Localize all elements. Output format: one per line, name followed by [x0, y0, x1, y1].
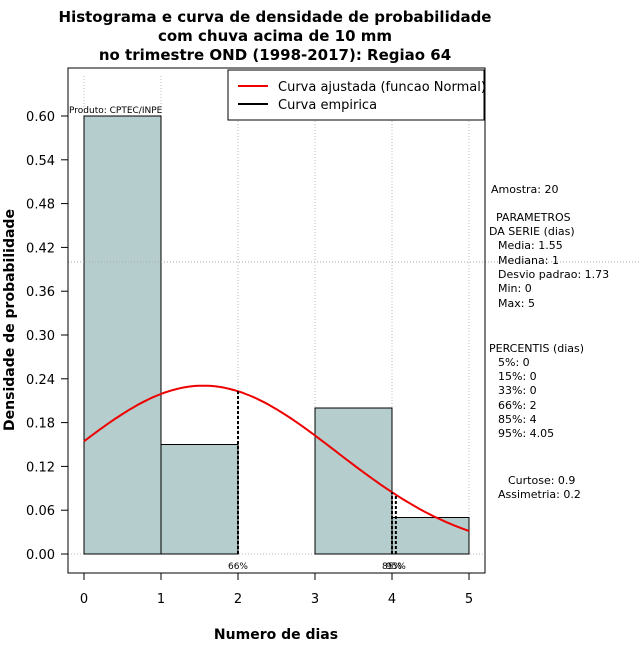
legend-label-normal: Curva ajustada (funcao Normal) [278, 80, 486, 95]
stat-mediana: Mediana: 1 [498, 254, 559, 267]
stat-media: Media: 1.55 [498, 239, 563, 252]
stat-parametros-title-1: PARAMETROS [496, 211, 571, 224]
chart-title-line-2: com chuva acima de 10 mm [158, 27, 392, 45]
histogram-bar-4 [391, 517, 470, 555]
x-tick-label-2: 2 [234, 592, 242, 607]
y-tick-label-0: 0.00 [26, 548, 55, 563]
normal-curve-group [83, 384, 470, 532]
stat-parametros-title-2: DA SERIE (dias) [489, 225, 575, 238]
y-tick-label-2: 0.12 [26, 460, 55, 475]
chart-title-line-1: Histograma e curva de densidade de proba… [59, 8, 492, 26]
producer-label: Produto: CPTEC/INPE [69, 106, 163, 116]
histogram-bar-0 [83, 115, 162, 555]
percentile-label-1: 85% [382, 562, 402, 572]
y-tick-label-10: 0.60 [26, 110, 55, 125]
x-tick-label-1: 1 [157, 592, 165, 607]
y-tick-label-6: 0.36 [26, 285, 55, 300]
x-tick-label-0: 0 [80, 592, 88, 607]
y-tick-label-3: 0.18 [26, 417, 55, 432]
percentile-label-0: 66% [228, 562, 248, 572]
y-tick-label-9: 0.54 [26, 154, 55, 169]
legend-box [227, 69, 485, 121]
y-tick-label-8: 0.48 [26, 198, 55, 213]
histogram-bar-3 [314, 407, 393, 555]
stat-curtose: Curtose: 0.9 [508, 474, 575, 487]
legend-label-empirical: Curva empirica [278, 98, 377, 113]
y-axis-label: Densidade de probabilidade [2, 209, 18, 431]
stat-p15: 15%: 0 [498, 370, 537, 383]
histogram-bars [83, 115, 470, 555]
percentile-label-2: 95% [386, 562, 406, 572]
histogram-bar-1 [160, 444, 239, 555]
x-axis-label: Numero de dias [214, 627, 338, 643]
plot-border [67, 67, 486, 574]
x-tick-label-5: 5 [465, 592, 473, 607]
y-tick-label-4: 0.24 [26, 373, 55, 388]
legend: Curva ajustada (funcao Normal) Curva emp… [227, 69, 486, 121]
x-axis: 0 1 2 3 4 5 [80, 572, 473, 607]
stat-min: Min: 0 [498, 282, 532, 295]
stat-p95: 95%: 4.05 [498, 427, 554, 440]
stat-max: Max: 5 [498, 297, 535, 310]
y-tick-label-1: 0.06 [26, 504, 55, 519]
stat-percentis-title: PERCENTIS (dias) [489, 342, 584, 355]
x-tick-label-4: 4 [388, 592, 396, 607]
stat-amostra: Amostra: 20 [491, 183, 558, 196]
stat-p66: 66%: 2 [498, 399, 537, 412]
stat-p33: 33%: 0 [498, 384, 537, 397]
chart-title-line-3: no trimestre OND (1998-2017): Regiao 64 [99, 46, 451, 64]
stat-p85: 85%: 4 [498, 413, 537, 426]
y-tick-label-7: 0.42 [26, 241, 55, 256]
stats-panel: Amostra: 20 PARAMETROS DA SERIE (dias) M… [489, 183, 609, 501]
percentile-lines: 66% 85%95% [228, 391, 406, 572]
x-tick-label-3: 3 [311, 592, 319, 607]
normal-curve [83, 384, 470, 532]
stat-p5: 5%: 0 [498, 356, 530, 369]
stat-desvio: Desvio padrao: 1.73 [498, 268, 609, 281]
y-axis: 0.00 0.06 0.12 0.18 0.24 0.30 0.36 0.42 0.48 0.54… [26, 110, 69, 563]
y-tick-label-5: 0.30 [26, 329, 55, 344]
stat-assimetria: Assimetria: 0.2 [498, 488, 581, 501]
